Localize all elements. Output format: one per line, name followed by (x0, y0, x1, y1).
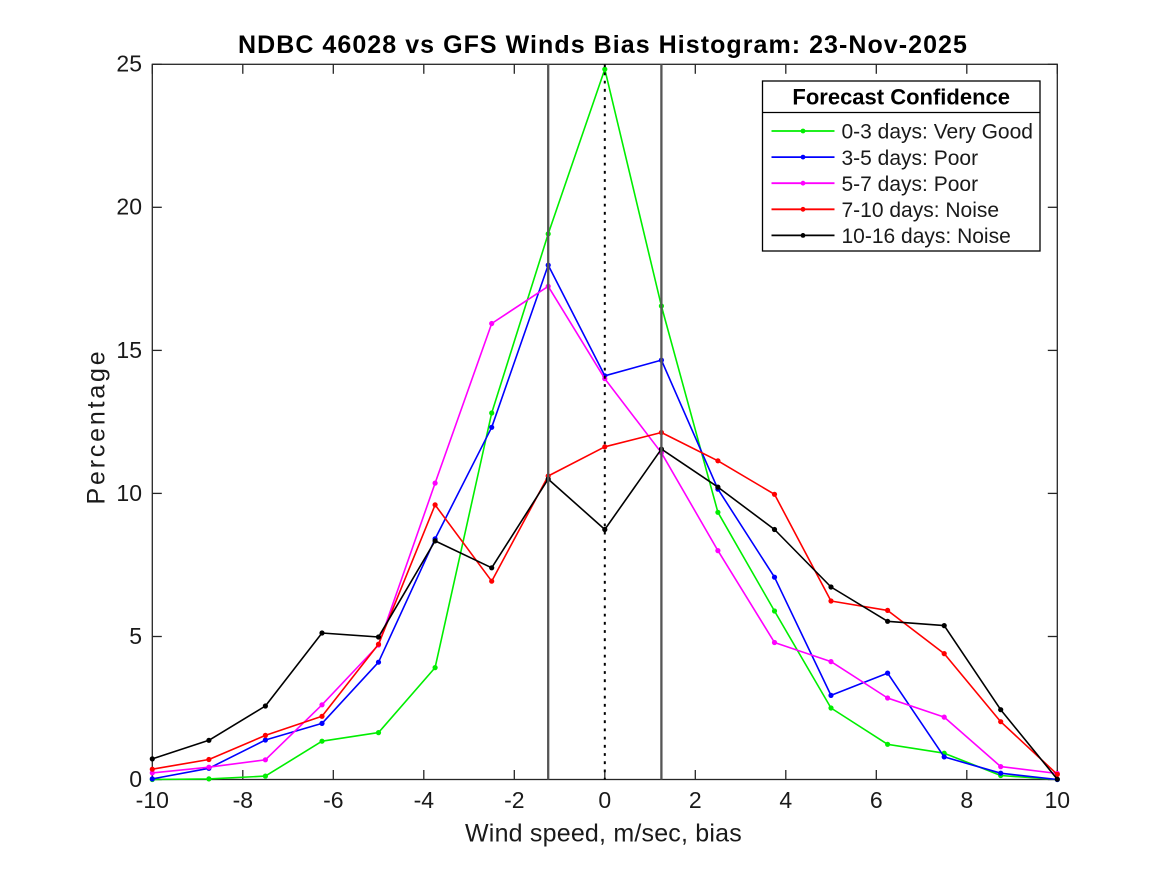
svg-text:NDBC 46028 vs GFS Winds Bias H: NDBC 46028 vs GFS Winds Bias Histogram: … (238, 31, 968, 59)
svg-text:10: 10 (116, 480, 142, 506)
svg-text:7-10 days: Noise: 7-10 days: Noise (842, 199, 1000, 222)
svg-text:Wind speed, m/sec, bias: Wind speed, m/sec, bias (465, 820, 742, 848)
svg-text:5: 5 (129, 623, 142, 649)
svg-text:2: 2 (689, 787, 702, 813)
svg-text:25: 25 (116, 51, 142, 77)
svg-text:15: 15 (116, 337, 142, 363)
svg-text:6: 6 (870, 787, 883, 813)
svg-text:10-16 days: Noise: 10-16 days: Noise (842, 225, 1011, 248)
svg-text:5-7 days: Poor: 5-7 days: Poor (842, 173, 979, 196)
svg-text:-8: -8 (233, 787, 253, 813)
svg-text:-4: -4 (414, 787, 435, 813)
svg-text:0-3 days: Very Good: 0-3 days: Very Good (842, 121, 1033, 144)
svg-text:-6: -6 (323, 787, 343, 813)
svg-text:Forecast Confidence: Forecast Confidence (792, 85, 1010, 110)
svg-text:4: 4 (779, 787, 792, 813)
svg-text:10: 10 (1045, 787, 1071, 813)
svg-text:8: 8 (960, 787, 973, 813)
svg-text:0: 0 (129, 766, 142, 792)
svg-text:-10: -10 (136, 787, 169, 813)
svg-text:20: 20 (116, 194, 142, 220)
svg-text:0: 0 (598, 787, 611, 813)
svg-text:-2: -2 (504, 787, 524, 813)
svg-text:3-5 days: Poor: 3-5 days: Poor (842, 147, 979, 170)
svg-text:Percentage: Percentage (83, 349, 111, 505)
